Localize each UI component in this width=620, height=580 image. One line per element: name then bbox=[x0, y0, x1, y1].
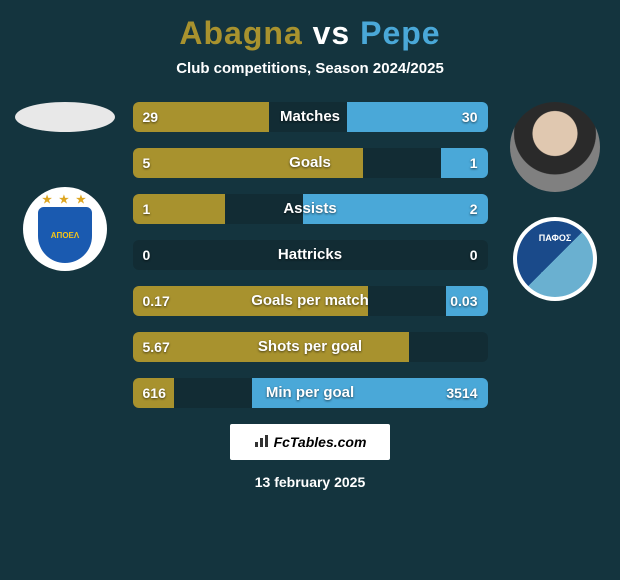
stat-label: Shots per goal bbox=[133, 332, 488, 362]
stat-label: Hattricks bbox=[133, 240, 488, 270]
club1-shield-icon: ΑΠΟΕΛ bbox=[38, 207, 92, 263]
stat-label: Goals bbox=[133, 148, 488, 178]
title-player2: Pepe bbox=[360, 15, 440, 51]
player1-club-logo: ★ ★ ★ ΑΠΟΕΛ bbox=[23, 187, 107, 271]
player2-photo bbox=[510, 102, 600, 192]
player1-photo bbox=[15, 102, 115, 132]
subtitle: Club competitions, Season 2024/2025 bbox=[0, 60, 620, 77]
footer-date: 13 february 2025 bbox=[0, 474, 620, 490]
comparison-card: Abagna vs Pepe Club competitions, Season… bbox=[0, 0, 620, 580]
stat-label: Min per goal bbox=[133, 378, 488, 408]
stat-row: 5.67Shots per goal bbox=[133, 332, 488, 362]
left-player-column: ★ ★ ★ ΑΠΟΕΛ bbox=[10, 102, 120, 271]
content: ★ ★ ★ ΑΠΟΕΛ ΠΑΦΟΣ 2930Matches 51Goals 12As… bbox=[0, 102, 620, 408]
stat-bars: 2930Matches 51Goals 12Assists 00Hattricks 0.… bbox=[133, 102, 488, 408]
player2-club-logo: ΠΑΦΟΣ bbox=[513, 217, 597, 301]
right-player-column: ΠΑΦΟΣ bbox=[500, 102, 610, 301]
stat-row: 2930Matches bbox=[133, 102, 488, 132]
stat-row: 6163514Min per goal bbox=[133, 378, 488, 408]
brand-text: FcTables.com bbox=[274, 434, 367, 450]
stat-label: Goals per match bbox=[133, 286, 488, 316]
chart-icon bbox=[254, 434, 270, 451]
stat-row: 51Goals bbox=[133, 148, 488, 178]
club1-name: ΑΠΟΕΛ bbox=[51, 231, 79, 240]
title-player1: Abagna bbox=[179, 15, 302, 51]
stat-label: Matches bbox=[133, 102, 488, 132]
brand-badge: FcTables.com bbox=[230, 424, 390, 460]
club2-name: ΠΑΦΟΣ bbox=[517, 233, 593, 243]
stat-row: 0.170.03Goals per match bbox=[133, 286, 488, 316]
club1-badge: ★ ★ ★ ΑΠΟΕΛ bbox=[23, 187, 107, 271]
stat-label: Assists bbox=[133, 194, 488, 224]
page-title: Abagna vs Pepe bbox=[0, 15, 620, 52]
title-vs: vs bbox=[313, 15, 351, 51]
club2-badge: ΠΑΦΟΣ bbox=[517, 221, 593, 297]
stat-row: 00Hattricks bbox=[133, 240, 488, 270]
club1-stars-icon: ★ ★ ★ bbox=[23, 193, 107, 206]
stat-row: 12Assists bbox=[133, 194, 488, 224]
